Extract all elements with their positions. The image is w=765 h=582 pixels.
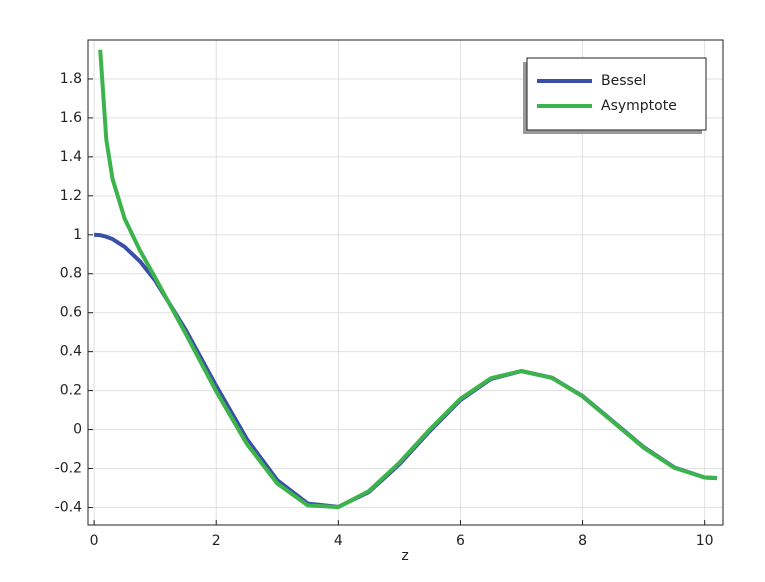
y-tick-label: -0.2 — [55, 461, 82, 477]
x-tick-label: 4 — [334, 533, 343, 549]
y-tick-label: 1.4 — [60, 149, 82, 165]
plot-frame — [87, 39, 724, 526]
x-tick-label: 8 — [578, 533, 587, 549]
y-tick-label: 1 — [73, 227, 82, 243]
legend-label: Bessel — [601, 73, 646, 89]
x-tick-label: 2 — [212, 533, 221, 549]
y-tick-label: 1.2 — [60, 188, 82, 204]
x-tick-label: 0 — [90, 533, 99, 549]
x-axis-label: z — [401, 548, 408, 564]
y-tick-label: 0.2 — [60, 383, 82, 399]
y-tick-label: 1.6 — [60, 110, 82, 126]
y-tick-label: 1.8 — [60, 71, 82, 87]
legend-label: Asymptote — [601, 98, 677, 114]
x-tick-label: 6 — [456, 533, 465, 549]
y-tick-label: -0.4 — [55, 499, 82, 515]
y-tick-label: 0 — [73, 422, 82, 438]
y-tick-label: 0.6 — [60, 305, 82, 321]
y-tick-label: 0.4 — [60, 344, 82, 360]
y-tick-label: 0.8 — [60, 266, 82, 282]
series-group — [98, 49, 718, 510]
series-line — [93, 232, 717, 509]
series-group — [93, 232, 717, 509]
legend-box — [526, 57, 707, 131]
x-tick-label: 10 — [696, 533, 714, 549]
series-line — [98, 49, 718, 510]
